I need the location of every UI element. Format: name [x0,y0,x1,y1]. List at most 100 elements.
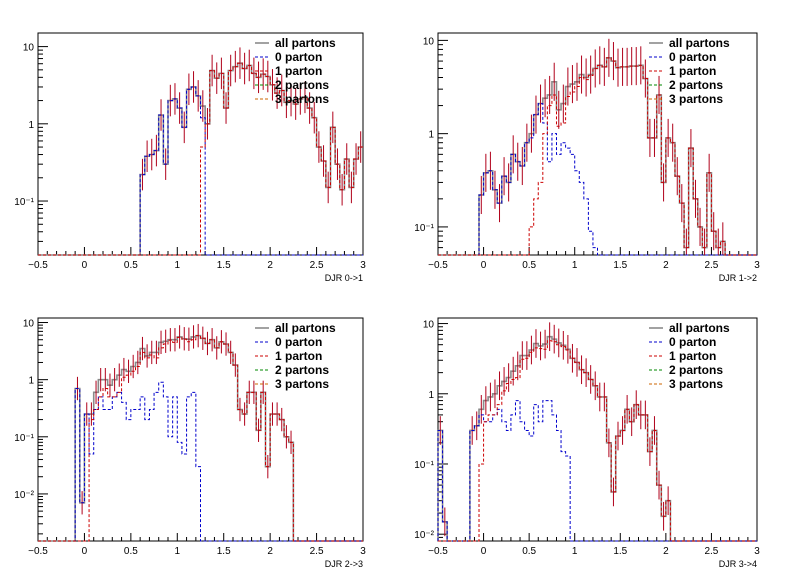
x-tick-label: 0 [481,546,487,557]
x-tick-label: 1.5 [613,260,627,271]
series-1-parton [438,57,757,256]
x-axis: −0.5 0 0.5 1 1.5 2 2.5 3 DJR 1->2 [428,247,760,283]
x-tick-label: 3 [754,260,760,271]
x-tick-label: 3 [360,546,366,557]
x-tick-label: 0.5 [522,260,536,271]
x-tick-label: 0 [481,260,487,271]
x-axis: −0.5 0 0.5 1 1.5 2 2.5 3 DJR 0->1 [28,247,366,283]
y-axis: 10⁻¹ 1 10 [414,36,448,256]
legend-label: 3 partons [669,377,723,391]
x-tick-label: 2.5 [704,260,718,271]
legend-label: 1 parton [669,349,716,363]
legend-entry: 0 parton [255,50,322,64]
histogram-line [438,340,757,542]
y-tick-label: 1 [28,120,34,131]
y-axis: 10⁻² 10⁻¹ 1 10 [14,319,48,535]
y-tick-label: 10⁻² [414,530,434,541]
legend-label: 3 partons [669,92,723,106]
legend-entry: 1 parton [255,349,322,363]
x-tick-label: 0.5 [522,546,536,557]
y-tick-label: 10⁻² [14,490,34,501]
legend-entry: all partons [255,36,336,50]
y-tick-label: 10 [23,43,35,54]
x-tick-label: 1.5 [217,260,231,271]
legend-entry: 0 parton [649,335,716,349]
legend-entry: 3 partons [255,92,329,106]
x-tick-label: −0.5 [428,260,448,271]
legend-label: 1 parton [669,64,716,78]
x-tick-label: 2.5 [704,546,718,557]
x-tick-label: 0 [82,260,88,271]
legend-label: 1 parton [275,349,322,363]
legend-entry: 2 partons [649,78,723,92]
x-tick-label: 0 [82,546,88,557]
series-1-parton [38,335,363,542]
legend-entry: 2 partons [255,78,329,92]
histogram-line [38,381,363,542]
histogram-pad-1: −0.5 0 0.5 1 1.5 2 2.5 3 DJR 0->1 10⁻¹ 1 10 all part… [14,32,366,283]
legend-entry: 2 partons [255,363,329,377]
legend-label: all partons [275,321,336,335]
y-tick-label: 10 [423,320,435,331]
histogram-pad-2: −0.5 0 0.5 1 1.5 2 2.5 3 DJR 1->2 10⁻¹ 1 10 all part… [414,32,760,283]
legend-label: 3 partons [275,92,329,106]
x-tick-label: −0.5 [428,546,448,557]
y-tick-label: 10⁻¹ [14,433,34,444]
histogram-line [437,400,757,542]
series-0-parton [38,381,363,542]
x-tick-label: 1 [572,546,578,557]
legend-entry: all partons [649,36,730,50]
legend-label: 0 parton [669,50,716,64]
x-axis: −0.5 0 0.5 1 1.5 2 2.5 3 DJR 2->3 [28,533,366,569]
x-tick-label: 2.5 [310,260,324,271]
legend-label: 2 partons [275,363,329,377]
legend-entry: 1 parton [649,64,716,78]
histogram-pad-4: −0.5 0 0.5 1 1.5 2 2.5 3 DJR 3->4 10⁻² 10⁻¹ 1 10 all … [414,317,760,569]
x-tick-label: 1.5 [613,546,627,557]
histogram-line [38,335,363,542]
series-0-parton [437,400,757,542]
y-tick-label: 1 [428,390,434,401]
x-axis: −0.5 0 0.5 1 1.5 2 2.5 3 DJR 3->4 [428,533,760,569]
legend-label: all partons [275,36,336,50]
y-tick-label: 10⁻¹ [14,197,34,208]
x-tick-label: −0.5 [28,546,48,557]
x-tick-label: 1 [572,260,578,271]
y-tick-label: 10 [23,319,35,330]
legend-label: 1 parton [275,64,322,78]
x-axis-title: DJR 2->3 [325,559,363,569]
legend-entry: all partons [649,321,730,335]
legend-label: 0 parton [669,335,716,349]
legend-entry: 3 partons [255,377,329,391]
x-tick-label: 2 [267,546,273,557]
series-1-parton [438,340,757,542]
y-tick-label: 1 [428,130,434,141]
legend-label: 2 partons [275,78,329,92]
histogram-line [38,62,363,256]
x-axis-title: DJR 3->4 [719,559,757,569]
series-0-parton [438,103,757,256]
legend-entry: 1 parton [255,64,322,78]
legend-label: 2 partons [669,363,723,377]
x-tick-label: −0.5 [28,260,48,271]
y-tick-label: 10 [423,36,435,47]
legend-label: 3 partons [275,377,329,391]
legend-entry: all partons [255,321,336,335]
x-tick-label: 2 [663,260,669,271]
x-tick-label: 1 [175,546,181,557]
y-tick-label: 10⁻¹ [414,223,434,234]
legend-entry: 3 partons [649,377,723,391]
x-tick-label: 0.5 [124,546,138,557]
legend-entry: 0 parton [649,50,716,64]
x-tick-label: 1 [175,260,181,271]
series-1-parton [38,62,363,256]
legend-label: all partons [669,321,730,335]
y-tick-label: 10⁻¹ [414,460,434,471]
legend-entry: 1 parton [649,349,716,363]
x-axis-title: DJR 0->1 [325,273,363,283]
y-axis: 10⁻¹ 1 10 [14,43,48,256]
